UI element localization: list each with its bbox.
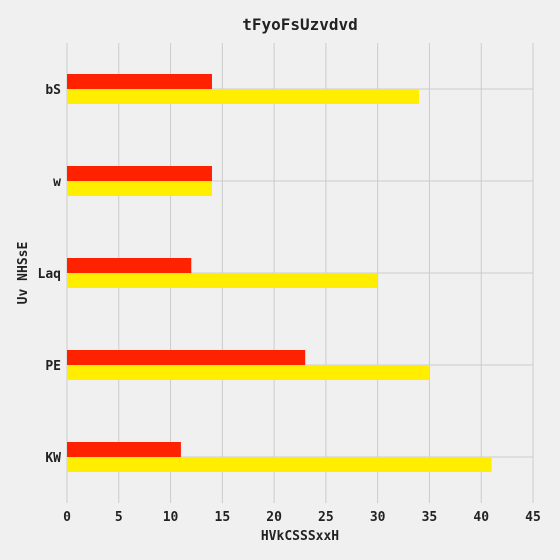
bar-series-2-bS [67, 89, 419, 104]
x-tick-label: 35 [422, 510, 438, 525]
x-tick-label: 45 [525, 510, 541, 525]
y-tick-labels: KW PE Laq w bS [38, 83, 62, 466]
bar-series-2-w [67, 181, 212, 196]
y-tick-label: PE [45, 359, 61, 374]
y-tick-label: KW [45, 451, 61, 466]
x-tick-label: 30 [370, 510, 386, 525]
bar-series-1-KW [67, 442, 181, 457]
bar-series-1-Laq [67, 258, 191, 273]
x-tick-label: 10 [163, 510, 179, 525]
y-tick-label: Laq [38, 267, 61, 282]
bar-series-2-KW [67, 457, 492, 472]
x-tick-label: 5 [115, 510, 123, 525]
bar-series-1-w [67, 166, 212, 181]
x-tick-labels: 0 5 10 15 20 25 30 35 40 45 [63, 510, 541, 525]
bar-series-1-PE [67, 350, 305, 365]
bar-series-2-PE [67, 365, 429, 380]
x-axis-label: HVkCSSSxxH [261, 529, 339, 544]
y-axis-label: Uv NHSsE [16, 242, 31, 305]
bar-series-1-bS [67, 74, 212, 89]
y-tick-label: w [53, 175, 61, 190]
chart-title: tFyoFsUzvdvd [242, 15, 358, 34]
x-tick-label: 25 [318, 510, 334, 525]
bar-series-2-Laq [67, 273, 378, 288]
x-tick-label: 20 [266, 510, 282, 525]
x-tick-label: 15 [215, 510, 231, 525]
x-tick-label: 0 [63, 510, 71, 525]
y-tick-label: bS [45, 83, 61, 98]
x-tick-label: 40 [473, 510, 489, 525]
